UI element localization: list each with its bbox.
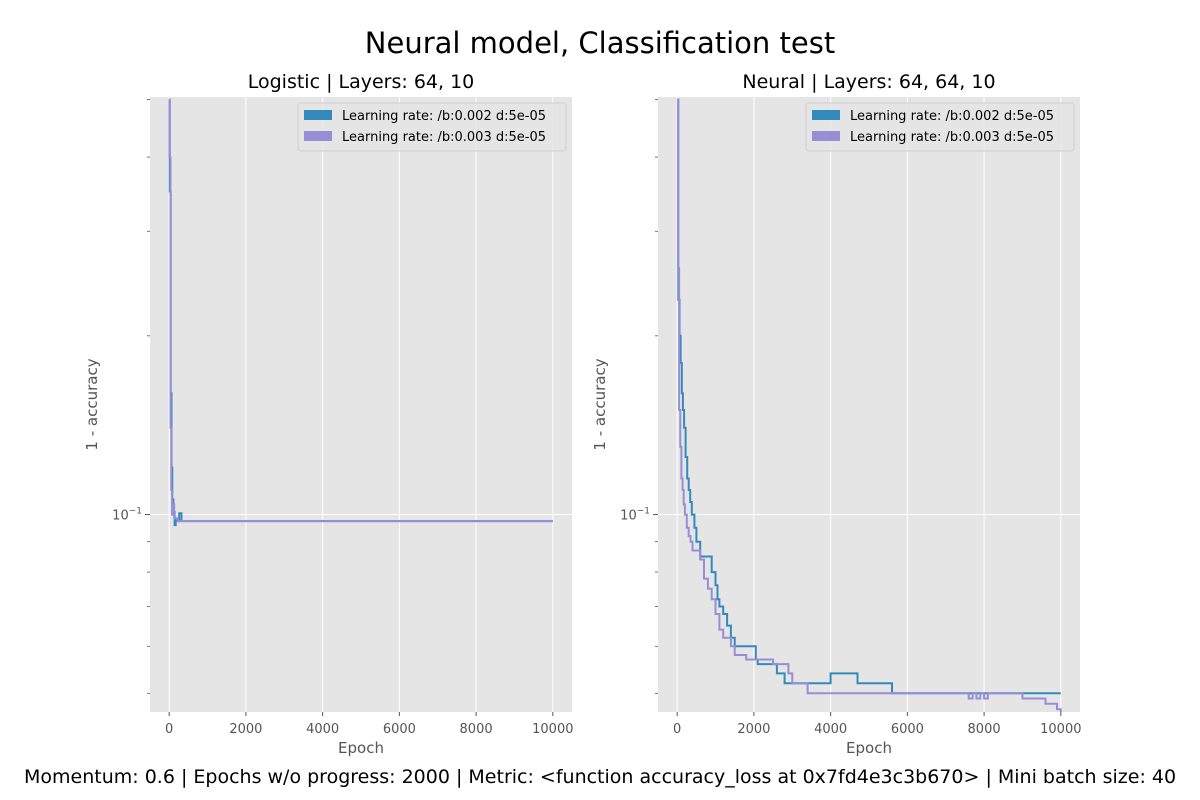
chart-panel-1: 0 2000 4000 6000 8000 10000 10−1 Logistic | Lay… (83, 71, 573, 757)
legend-box (297, 102, 567, 152)
legend: Learning rate: /b:0.002 d:5e-05 Learning … (297, 102, 567, 152)
x-tick-label: 2000 (229, 722, 262, 737)
subplot-title: Neural | Layers: 64, 64, 10 (742, 71, 995, 93)
chart-panel-2: 0 2000 4000 6000 8000 10000 10−1 Neural | Layer… (591, 71, 1081, 757)
x-tick-label: 8000 (460, 722, 493, 737)
x-axis-label: Epoch (846, 739, 892, 757)
x-tick-label: 6000 (891, 722, 924, 737)
series-line-1 (677, 98, 1061, 695)
legend-swatch (304, 110, 332, 120)
x-tick-label: 8000 (968, 722, 1001, 737)
x-tick-label: 10000 (1040, 722, 1081, 737)
y-axis-label: 1 - accuracy (83, 358, 101, 450)
x-tick-label: 6000 (383, 722, 416, 737)
legend-label: Learning rate: /b:0.003 d:5e-05 (342, 130, 546, 145)
x-tick-label: 0 (165, 722, 173, 737)
x-tick-label: 4000 (306, 722, 339, 737)
plot-area (150, 97, 572, 712)
x-tick-label: 0 (673, 722, 681, 737)
legend-swatch (304, 131, 332, 141)
y-tick-label: 10−1 (112, 507, 142, 524)
legend-box (805, 102, 1075, 152)
figure-footer: Momentum: 0.6 | Epochs w/o progress: 200… (24, 766, 1177, 788)
y-axis-label: 1 - accuracy (591, 358, 609, 450)
legend-swatch (812, 110, 840, 120)
plot-area (658, 97, 1080, 712)
figure-title: Neural model, Classification test (364, 26, 836, 60)
series-line-2 (168, 98, 553, 523)
x-axis-label: Epoch (338, 739, 384, 757)
legend-label: Learning rate: /b:0.002 d:5e-05 (850, 109, 1054, 124)
legend-label: Learning rate: /b:0.003 d:5e-05 (850, 130, 1054, 145)
legend-swatch (812, 131, 840, 141)
legend-label: Learning rate: /b:0.002 d:5e-05 (342, 109, 546, 124)
x-tick-label: 10000 (532, 722, 573, 737)
x-tick-label: 4000 (814, 722, 847, 737)
legend: Learning rate: /b:0.002 d:5e-05 Learning … (805, 102, 1075, 152)
x-tick-label: 2000 (737, 722, 770, 737)
series-line-2 (677, 98, 1062, 712)
y-tick-label: 10−1 (620, 507, 650, 524)
subplot-title: Logistic | Layers: 64, 10 (248, 71, 475, 93)
